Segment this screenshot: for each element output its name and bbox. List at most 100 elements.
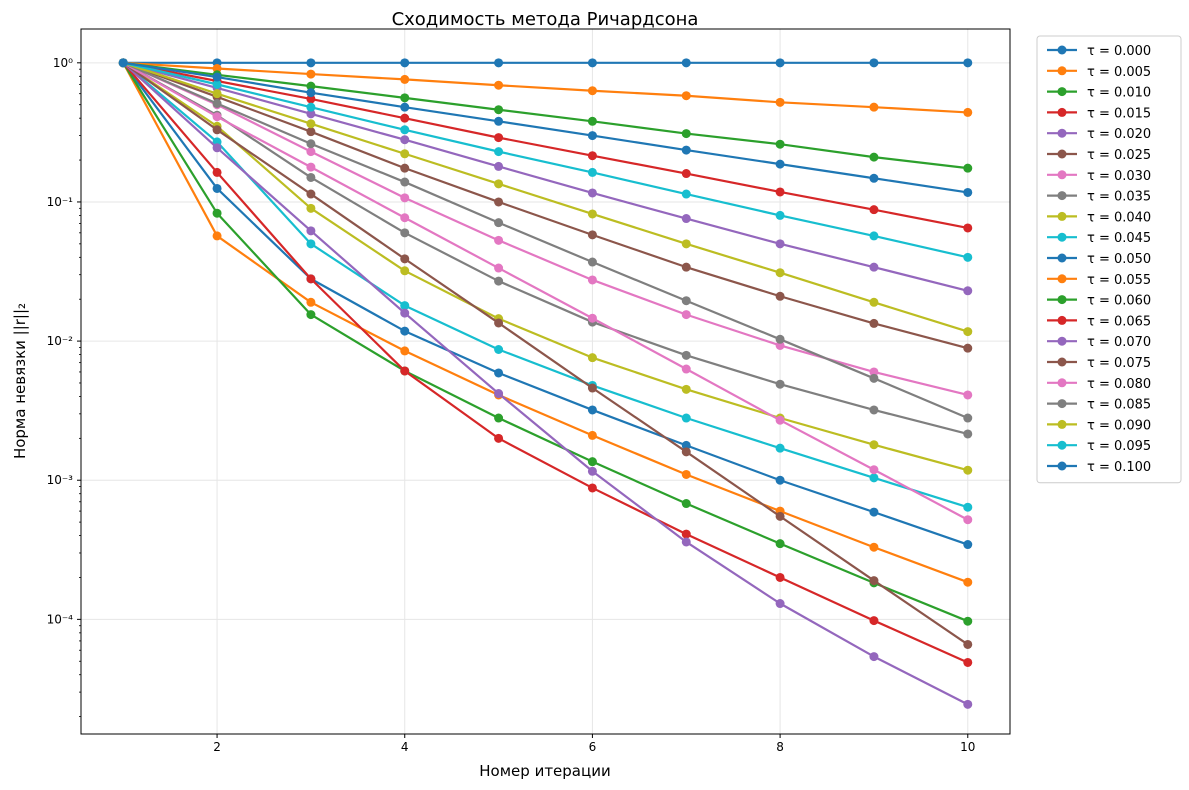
- legend-marker: [1057, 336, 1067, 346]
- data-point: [869, 262, 879, 272]
- data-point: [963, 465, 973, 475]
- data-point: [869, 297, 879, 307]
- data-point: [587, 230, 597, 240]
- data-point: [775, 159, 785, 169]
- legend-marker: [1057, 357, 1067, 367]
- y-tick-label: 10⁻³: [47, 473, 74, 487]
- legend-label: τ = 0.095: [1087, 439, 1151, 454]
- data-point: [306, 81, 316, 91]
- data-point: [587, 58, 597, 68]
- legend-label: τ = 0.010: [1087, 86, 1151, 101]
- data-point: [306, 274, 316, 284]
- data-point: [775, 340, 785, 350]
- legend-label: τ = 0.055: [1087, 273, 1151, 288]
- legend: τ = 0.000 τ = 0.005 τ = 0.010 τ = 0.015 τ = …: [1036, 35, 1182, 484]
- data-point: [681, 310, 691, 320]
- legend-marker: [1057, 87, 1067, 97]
- data-point: [869, 231, 879, 241]
- data-point: [306, 172, 316, 182]
- data-point: [681, 440, 691, 450]
- data-point: [400, 193, 410, 203]
- legend-label: τ = 0.050: [1087, 252, 1151, 267]
- data-point: [494, 263, 504, 273]
- data-point: [963, 699, 973, 709]
- data-point: [963, 187, 973, 197]
- legend-label: τ = 0.080: [1087, 377, 1151, 392]
- data-point: [869, 405, 879, 415]
- plot-series: [118, 58, 973, 709]
- data-point: [963, 616, 973, 626]
- data-point: [869, 205, 879, 215]
- data-point: [306, 127, 316, 137]
- data-point: [306, 189, 316, 199]
- data-point: [400, 266, 410, 276]
- data-point: [869, 173, 879, 183]
- data-point: [212, 79, 222, 89]
- data-point: [869, 473, 879, 483]
- data-point: [681, 214, 691, 224]
- data-point: [775, 97, 785, 107]
- data-point: [400, 228, 410, 238]
- data-point: [212, 183, 222, 193]
- series-line: [122, 61, 969, 292]
- data-point: [869, 367, 879, 377]
- data-point: [494, 133, 504, 143]
- data-point: [212, 89, 222, 99]
- data-point: [306, 162, 316, 172]
- data-point: [681, 91, 691, 101]
- series-line: [123, 61, 968, 114]
- data-point: [775, 599, 785, 609]
- data-point: [400, 113, 410, 123]
- legend-marker: [1057, 440, 1067, 450]
- legend-marker: [1057, 66, 1067, 76]
- series-line: [122, 61, 969, 646]
- data-point: [587, 167, 597, 177]
- data-point: [400, 254, 410, 264]
- data-point: [306, 226, 316, 236]
- data-point: [494, 147, 504, 157]
- data-point: [775, 539, 785, 549]
- data-point: [775, 475, 785, 485]
- data-point: [963, 343, 973, 353]
- data-point: [869, 102, 879, 112]
- data-point: [212, 99, 222, 109]
- legend-marker: [1057, 45, 1067, 55]
- data-point: [400, 93, 410, 103]
- data-point: [306, 94, 316, 104]
- legend-marker: [1057, 149, 1067, 159]
- axis-ticks: 2 4 6 8 10 10⁰ 10⁻¹ 10⁻² 10⁻³ 10⁻⁴: [47, 56, 976, 754]
- data-point: [587, 483, 597, 493]
- legend-label: τ = 0.035: [1087, 190, 1151, 205]
- data-point: [963, 390, 973, 400]
- data-point: [681, 145, 691, 155]
- legend-label: τ = 0.085: [1087, 398, 1151, 413]
- data-point: [306, 58, 316, 68]
- data-point: [212, 167, 222, 177]
- y-tick-label: 10⁻²: [47, 334, 74, 348]
- x-tick-label: 6: [589, 740, 597, 754]
- data-point: [775, 210, 785, 220]
- grid: [81, 29, 1010, 734]
- data-point: [869, 440, 879, 450]
- legend-marker: [1057, 253, 1067, 263]
- data-point: [212, 208, 222, 218]
- data-point: [400, 125, 410, 135]
- data-point: [400, 301, 410, 311]
- series-line: [122, 61, 969, 509]
- legend-marker: [1057, 191, 1067, 201]
- data-point: [775, 443, 785, 453]
- legend-marker: [1057, 399, 1067, 409]
- data-point: [681, 189, 691, 199]
- chart-title: Сходимость метода Ричардсона: [392, 9, 699, 30]
- legend-label: τ = 0.070: [1087, 335, 1151, 350]
- data-point: [212, 64, 222, 74]
- legend-marker: [1057, 170, 1067, 180]
- series-line: [122, 62, 969, 584]
- data-point: [306, 239, 316, 249]
- legend-label: τ = 0.065: [1087, 314, 1151, 329]
- data-point: [681, 447, 691, 457]
- data-point: [306, 139, 316, 149]
- legend-label: τ = 0.090: [1087, 418, 1151, 433]
- data-point: [869, 58, 879, 68]
- data-point: [587, 188, 597, 198]
